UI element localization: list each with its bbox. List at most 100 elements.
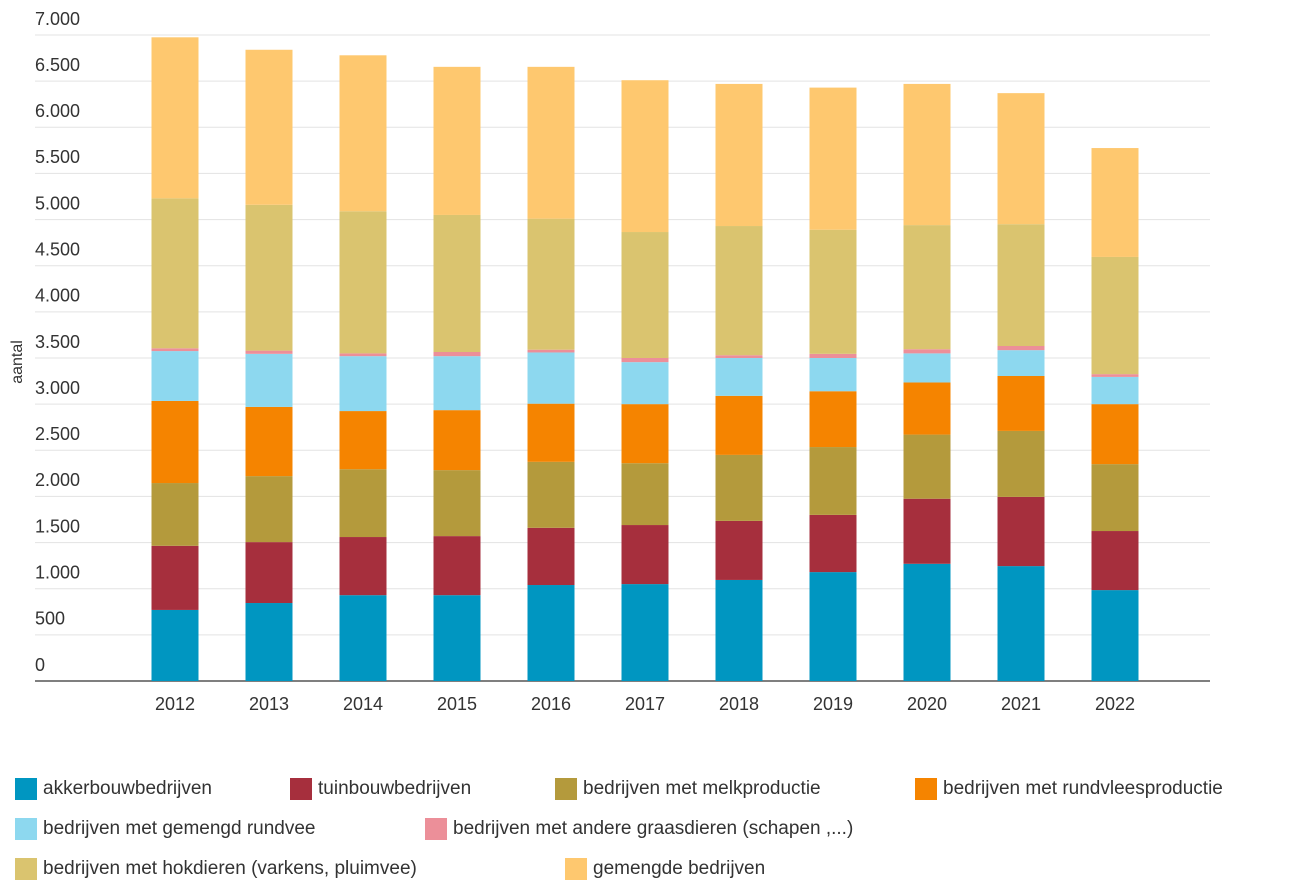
bar-segment bbox=[1091, 256, 1139, 375]
bar-segment bbox=[809, 447, 857, 515]
bar-segment bbox=[715, 355, 763, 358]
bar-segment bbox=[1091, 404, 1139, 465]
x-tick-label: 2012 bbox=[155, 694, 195, 714]
bar-segment bbox=[1091, 464, 1139, 532]
y-tick-label: 6.500 bbox=[35, 55, 80, 75]
bar-segment bbox=[903, 225, 951, 350]
bar-segment bbox=[621, 463, 669, 526]
x-tick-label: 2015 bbox=[437, 694, 477, 714]
legend-label: bedrijven met melkproductie bbox=[583, 778, 821, 799]
x-tick-label: 2017 bbox=[625, 694, 665, 714]
bar-segment bbox=[903, 349, 951, 354]
bar-segment bbox=[527, 218, 575, 350]
legend-label: gemengde bedrijven bbox=[593, 858, 765, 879]
bar-segment bbox=[715, 358, 763, 396]
bar-segment bbox=[715, 83, 763, 227]
bar-segment bbox=[621, 584, 669, 681]
y-tick-label: 2.500 bbox=[35, 424, 80, 444]
y-axis-label: aantal bbox=[9, 340, 26, 384]
y-tick-label: 7.000 bbox=[35, 9, 80, 29]
bar-segment bbox=[903, 83, 951, 226]
bar-segment bbox=[621, 80, 669, 233]
y-tick-label: 5.000 bbox=[35, 193, 80, 213]
bar-segment bbox=[433, 470, 481, 537]
bar-segment bbox=[339, 353, 387, 357]
bar-segment bbox=[245, 406, 293, 477]
y-tick-label: 1.000 bbox=[35, 562, 80, 582]
legend-label: bedrijven met gemengd rundvee bbox=[43, 818, 316, 839]
bar-segment bbox=[997, 496, 1045, 567]
bar-segment bbox=[339, 211, 387, 354]
bar-segment bbox=[1091, 374, 1139, 377]
legend-swatch bbox=[565, 858, 587, 880]
bar-segment bbox=[245, 542, 293, 604]
bar-segment bbox=[433, 356, 481, 411]
bar-segment bbox=[245, 353, 293, 407]
y-tick-label: 0 bbox=[35, 655, 45, 675]
legend-swatch bbox=[15, 818, 37, 840]
bar-segment bbox=[527, 461, 575, 528]
legend-swatch bbox=[290, 778, 312, 800]
bar-segment bbox=[809, 229, 857, 354]
x-tick-label: 2020 bbox=[907, 694, 947, 714]
bar-segment bbox=[1091, 148, 1139, 257]
y-tick-label: 5.500 bbox=[35, 147, 80, 167]
legend-label: tuinbouwbedrijven bbox=[318, 778, 471, 799]
y-tick-label: 500 bbox=[35, 609, 65, 629]
bar-segment bbox=[245, 350, 293, 354]
bar-segment bbox=[151, 348, 199, 352]
y-tick-label: 2.000 bbox=[35, 470, 80, 490]
legend-swatch bbox=[15, 778, 37, 800]
bar-segment bbox=[151, 483, 199, 546]
bar-segment bbox=[433, 536, 481, 596]
bar-segment bbox=[151, 545, 199, 610]
bar-segment bbox=[151, 400, 199, 484]
bar-segment bbox=[339, 55, 387, 212]
bar-segment bbox=[339, 356, 387, 412]
bar-segment bbox=[997, 430, 1045, 497]
y-tick-label: 6.000 bbox=[35, 101, 80, 121]
bar-segment bbox=[809, 358, 857, 392]
bar-segment bbox=[997, 346, 1045, 351]
bar-segment bbox=[433, 66, 481, 215]
x-tick-label: 2016 bbox=[531, 694, 571, 714]
bar-segment bbox=[433, 410, 481, 471]
bar-segment bbox=[245, 204, 293, 351]
bar-segment bbox=[715, 395, 763, 455]
legend-swatch bbox=[915, 778, 937, 800]
legend-swatch bbox=[555, 778, 577, 800]
bar-segment bbox=[809, 353, 857, 358]
bar-segment bbox=[527, 349, 575, 353]
x-tick-label: 2018 bbox=[719, 694, 759, 714]
y-tick-label: 1.500 bbox=[35, 516, 80, 536]
bar-segment bbox=[527, 352, 575, 404]
bar-segment bbox=[997, 93, 1045, 225]
bar-segment bbox=[903, 563, 951, 681]
legend-label: bedrijven met andere graasdieren (schape… bbox=[453, 818, 853, 839]
bar-segment bbox=[245, 476, 293, 543]
legend-label: bedrijven met rundvleesproductie bbox=[943, 778, 1223, 799]
bar-segment bbox=[1091, 376, 1139, 405]
bar-segment bbox=[339, 595, 387, 681]
bar-segment bbox=[245, 603, 293, 681]
bar-segment bbox=[809, 514, 857, 573]
legend-label: akkerbouwbedrijven bbox=[43, 778, 212, 799]
bar-segment bbox=[809, 391, 857, 448]
bar-segment bbox=[433, 352, 481, 357]
bar-segment bbox=[715, 226, 763, 356]
bar-segment bbox=[151, 351, 199, 401]
bar-segment bbox=[339, 469, 387, 538]
bar-segment bbox=[527, 403, 575, 462]
bar-segment bbox=[151, 609, 199, 681]
bar-segment bbox=[1091, 590, 1139, 681]
bar-segment bbox=[621, 232, 669, 358]
bar-segment bbox=[527, 66, 575, 219]
bar-segment bbox=[621, 404, 669, 464]
bar-segment bbox=[339, 411, 387, 470]
legend-swatch bbox=[425, 818, 447, 840]
bar-segment bbox=[997, 566, 1045, 681]
bar-segment bbox=[809, 572, 857, 681]
bar-segment bbox=[715, 579, 763, 681]
x-tick-label: 2019 bbox=[813, 694, 853, 714]
